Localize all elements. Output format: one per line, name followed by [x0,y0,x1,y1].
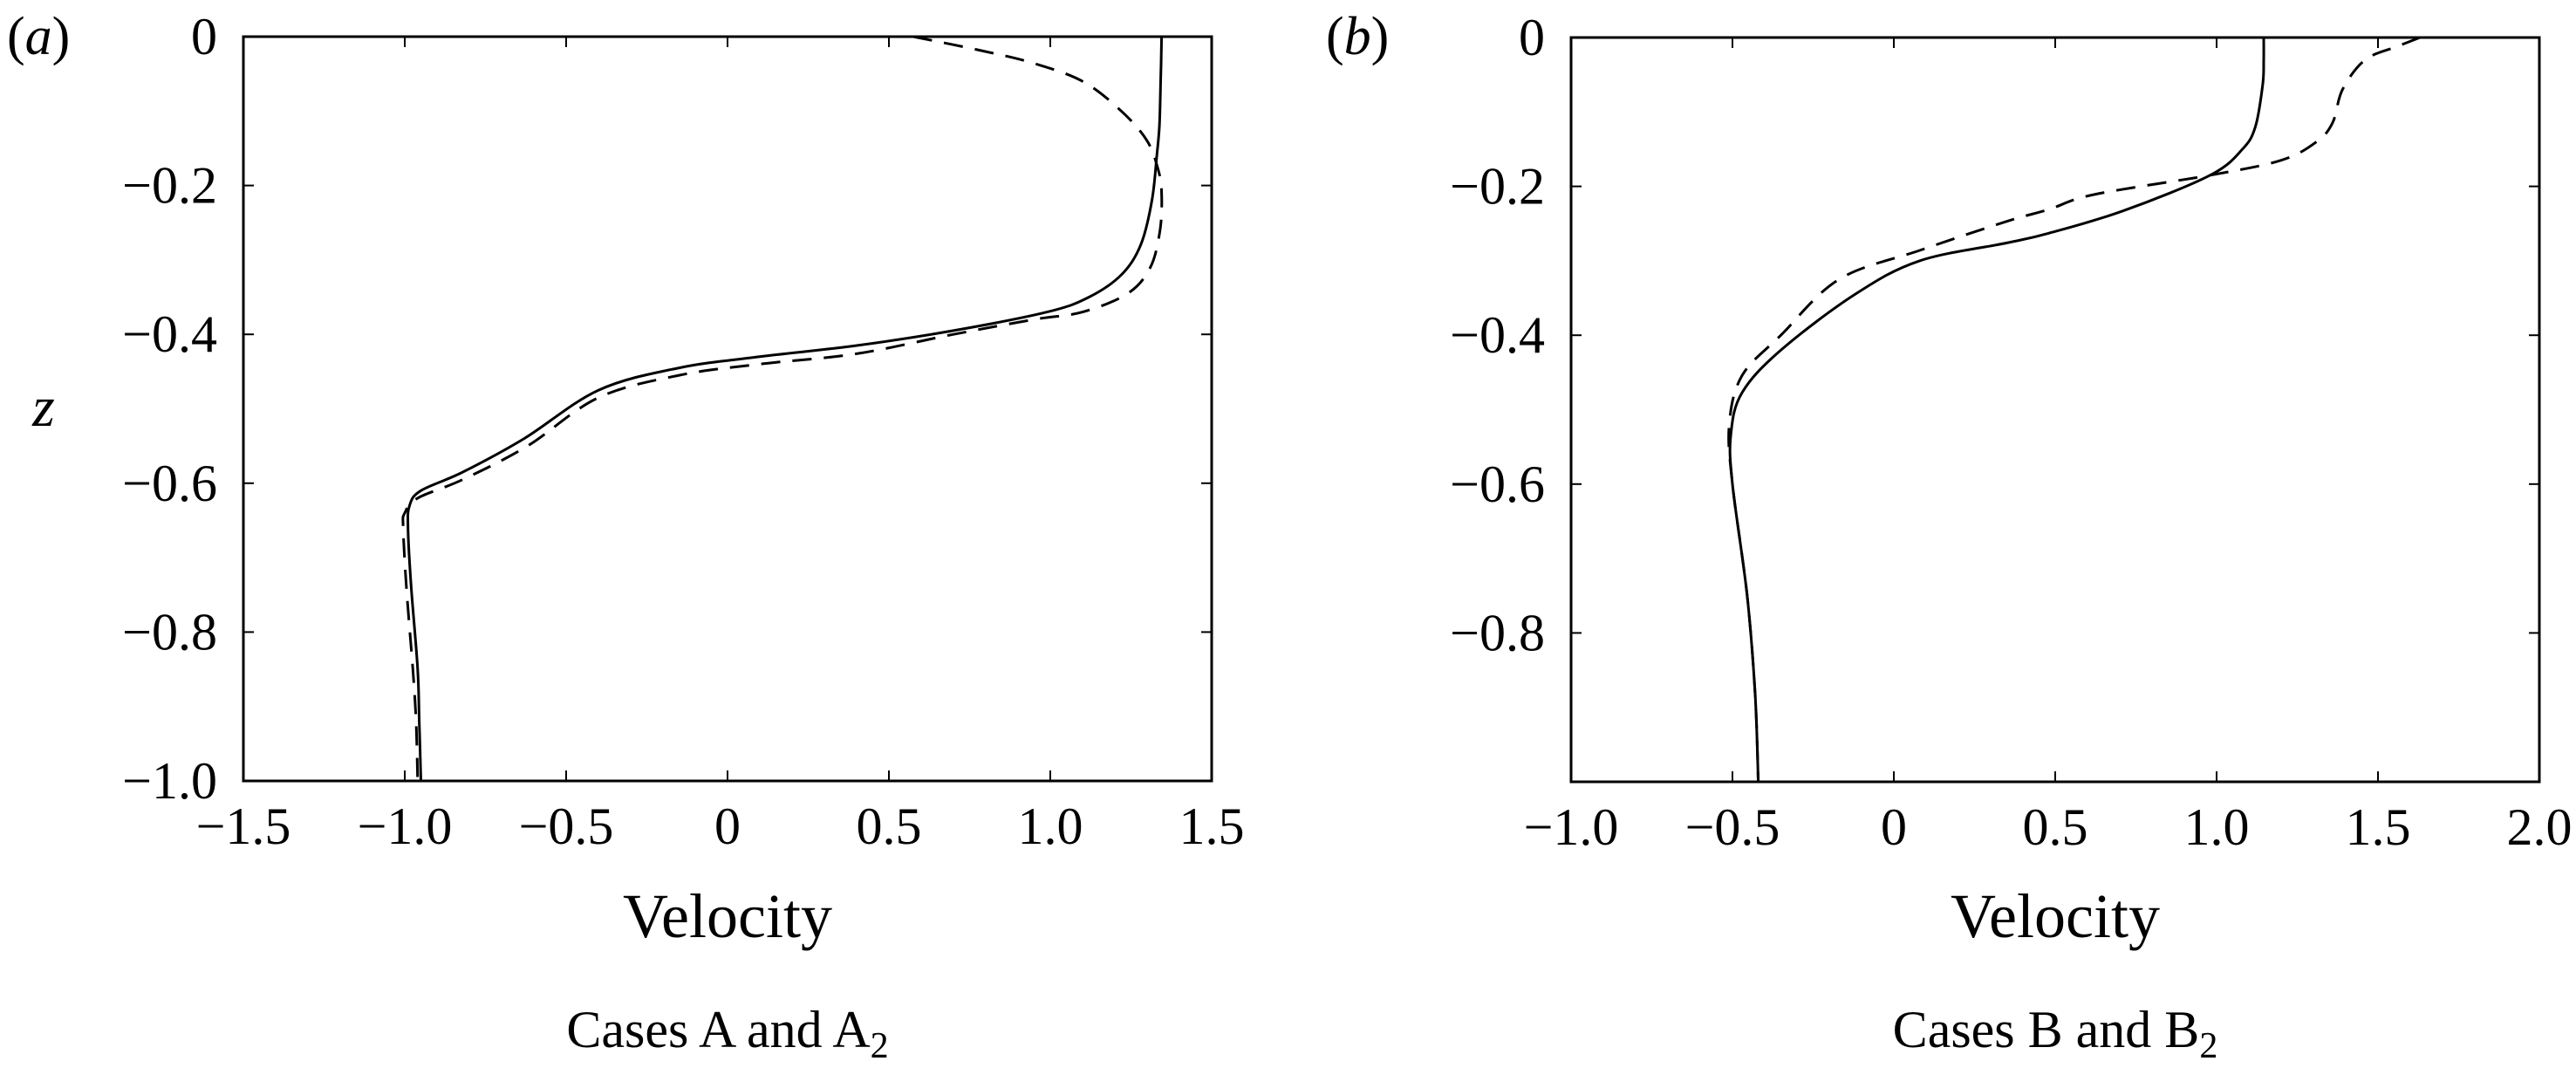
y-tick-label: −0.4 [1450,306,1545,364]
panel-a: (a) −1.5 −1.0 −0.5 0 0.5 1.0 1.50−0.2−0.4−0.6−… [7,7,1245,1066]
x-tick-label: 1.5 [1179,798,1245,855]
x-tick-label: −0.5 [519,798,614,855]
x-tick-label: −1.5 [196,798,291,855]
series-case-b2 [1727,36,2421,783]
x-tick-label: −0.5 [1685,798,1780,856]
y-tick-label: 0 [1519,9,1545,66]
x-tick-label: 0 [714,798,741,855]
series-case-a [407,36,1164,782]
x-tick-label: 0.5 [2023,798,2088,856]
x-axis-label-b: Velocity [1951,881,2160,951]
plot-area-b: −1.0 −0.5 0 0.5 1.0 1.5 2.0 0 −0.2 −0.4 −0.6 −0.8 [1450,9,2572,856]
x-tick-label: 1.0 [2184,798,2250,856]
x-tick-label: 1.0 [1018,798,1083,855]
y-tick-label: −0.2 [122,157,217,215]
panel-b: (b) −1.0 −0.5 0 0.5 1.0 1.5 2.0 0 −0.2 −0.4 −0.6 −0… [1326,7,2573,1066]
y-tick-label: 0 [191,8,217,65]
x-tick-label: 0 [1881,798,1907,856]
x-tick-label: 1.5 [2346,798,2411,856]
axes-frame-a [242,35,1213,783]
panel-label-b: (b) [1326,7,1389,66]
y-tick-label: −0.8 [122,603,217,661]
y-tick-label: −0.4 [122,305,217,363]
x-axis-label-a: Velocity [623,881,832,951]
y-tick-label: −0.2 [1450,158,1545,216]
y-tick-label: −0.8 [1450,604,1545,661]
y-tick-label: −0.6 [122,455,217,512]
x-tick-label: −1.0 [1524,798,1619,856]
series-case-b [1728,37,2265,783]
series-case-a2 [401,35,1164,782]
y-tick-label: −1.0 [122,752,217,810]
x-tick-label: −1.0 [358,798,453,855]
y-axis-label-a: z [31,375,55,439]
caption-b: Cases B and B2 [1893,1001,2218,1066]
panel-label-a: (a) [7,7,70,66]
x-tick-label: 2.0 [2507,798,2573,856]
caption-a: Cases A and A2 [566,1001,888,1066]
axes-frame-b [1569,36,2541,784]
y-tick-label: −0.6 [1450,455,1545,513]
plot-area-a: −1.5 −1.0 −0.5 0 0.5 1.0 1.50−0.2−0.4−0.6−0.8−… [122,8,1244,855]
x-tick-label: 0.5 [857,798,922,855]
